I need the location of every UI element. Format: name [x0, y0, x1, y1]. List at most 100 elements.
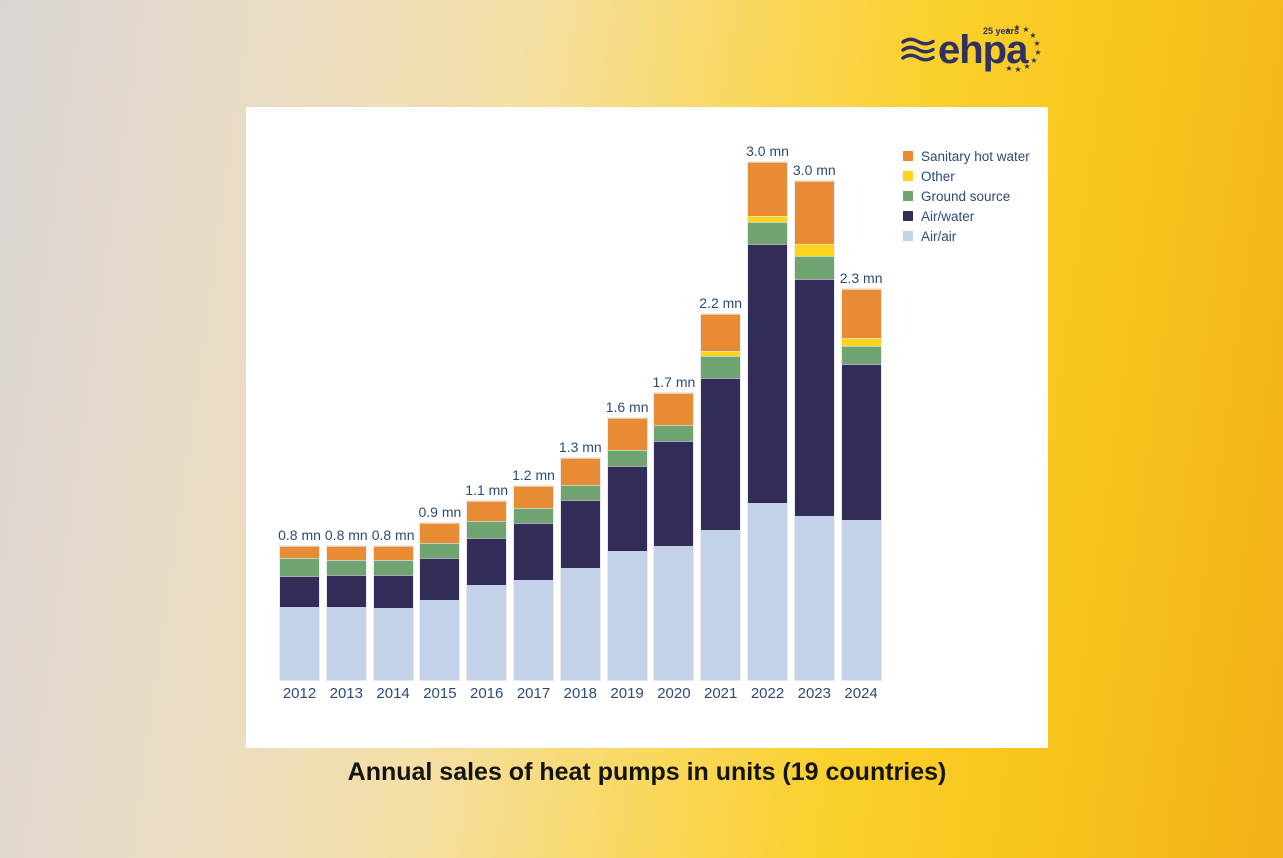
bar-segment-air-air — [794, 516, 834, 680]
bar-column: 1.2 mn 2017 — [512, 467, 555, 702]
legend-label: Ground source — [921, 188, 1011, 204]
svg-text:★: ★ — [1034, 48, 1041, 57]
bar-segment-air-air — [326, 606, 366, 680]
x-axis-label: 2012 — [282, 685, 317, 702]
chart-caption: Annual sales of heat pumps in units (19 … — [347, 758, 947, 786]
stacked-bar — [373, 546, 413, 680]
bar-column: 1.7 mn 2020 — [652, 374, 695, 702]
bar-segment-air-air — [654, 546, 694, 680]
bar-segment-air-air — [280, 606, 319, 680]
legend-swatch — [903, 171, 913, 181]
bar-segment-air-air — [701, 529, 741, 680]
bar-segment-air-water — [748, 244, 787, 503]
bar-segment-sanitary-hot-water — [326, 546, 366, 560]
bar-column: 0.8 mn 2013 — [325, 527, 368, 702]
svg-text:★: ★ — [1030, 56, 1037, 65]
bar-total-label: 1.6 mn — [605, 398, 649, 415]
legend-item: Air/water — [903, 206, 1030, 226]
waves-icon — [901, 37, 935, 62]
bar-total-label: 0.9 mn — [418, 504, 462, 521]
bar-segment-air-air — [748, 502, 787, 680]
svg-text:★: ★ — [1023, 62, 1030, 71]
stacked-bar — [701, 314, 741, 680]
legend-item: Air/air — [903, 226, 1030, 246]
bar-segment-air-water — [794, 279, 834, 517]
bar-segment-sanitary-hot-water — [420, 523, 460, 544]
logo-brand: ehpa — [938, 28, 1028, 72]
stacked-bar — [420, 523, 460, 680]
bar-total-label: 1.7 mn — [652, 373, 696, 390]
stacked-bar — [280, 546, 319, 680]
svg-text:★: ★ — [1005, 64, 1012, 73]
stacked-bar — [794, 180, 834, 680]
bar-segment-ground-source — [420, 543, 460, 559]
bar-segment-ground-source — [654, 424, 694, 442]
bar-column: 2.3 mn 2024 — [840, 270, 883, 702]
bar-segment-ground-source — [514, 508, 553, 524]
bar-segment-ground-source — [280, 558, 319, 577]
stacked-bar — [467, 501, 507, 680]
bar-column: 0.8 mn 2012 — [278, 527, 321, 702]
bar-segment-air-air — [467, 584, 507, 680]
svg-text:★: ★ — [1014, 65, 1021, 74]
bar-segment-sanitary-hot-water — [701, 314, 741, 352]
stacked-bar — [560, 457, 600, 680]
stacked-bar — [654, 392, 694, 680]
bar-segment-air-water — [420, 558, 460, 600]
bar-segment-air-air — [373, 608, 413, 680]
bar-segment-air-water — [654, 441, 694, 547]
bar-segment-air-air — [607, 551, 647, 680]
legend-swatch — [903, 211, 913, 221]
legend-label: Other — [921, 168, 955, 184]
plot-area: 0.8 mn 2012 0.8 mn 2013 0.8 mn 2014 0.9 mn 2015… — [246, 107, 1048, 748]
x-axis-label: 2018 — [563, 685, 597, 702]
legend-label: Air/air — [921, 228, 957, 244]
bar-column: 0.9 mn 2015 — [418, 504, 461, 702]
chart-legend: Sanitary hot water Other Ground source Air/… — [903, 146, 1030, 246]
stacked-bar — [514, 486, 553, 680]
bar-segment-ground-source — [701, 356, 741, 378]
legend-swatch — [903, 151, 913, 161]
x-axis-label: 2016 — [470, 685, 504, 702]
bar-segment-ground-source — [841, 346, 881, 365]
bar-total-label: 0.8 mn — [324, 527, 368, 544]
bar-total-label: 0.8 mn — [371, 527, 415, 544]
x-axis-label: 2024 — [844, 685, 878, 702]
bar-column: 1.6 mn 2019 — [606, 399, 649, 702]
svg-text:★: ★ — [1004, 26, 1011, 35]
x-axis-label: 2023 — [797, 685, 831, 702]
legend-item: Ground source — [903, 186, 1030, 206]
bar-segment-air-water — [280, 576, 319, 607]
svg-text:★: ★ — [1029, 31, 1036, 40]
bar-segment-air-water — [607, 466, 647, 552]
bar-segment-air-air — [514, 579, 553, 680]
bar-segment-ground-source — [467, 521, 507, 539]
bar-segment-air-water — [467, 538, 507, 585]
bar-total-label: 1.1 mn — [465, 482, 509, 499]
stacked-bar — [326, 546, 366, 680]
bar-segment-sanitary-hot-water — [748, 162, 787, 216]
bar-segment-ground-source — [560, 484, 600, 500]
stacked-bar — [607, 417, 647, 680]
ehpa-logo: ehpa 25 years ★ ★ ★ ★ ★ ★ ★ ★ ★ ★ — [901, 20, 1042, 80]
bar-segment-ground-source — [748, 222, 787, 245]
bar-segment-air-water — [701, 377, 741, 530]
bar-segment-air-water — [560, 499, 600, 569]
logo-anniversary: 25 years — [983, 26, 1020, 36]
bar-segment-air-water — [841, 364, 881, 520]
x-axis-label: 2017 — [516, 685, 551, 702]
bar-column: 2.2 mn 2021 — [699, 295, 742, 702]
bar-segment-sanitary-hot-water — [280, 546, 319, 559]
legend-label: Air/water — [921, 208, 975, 224]
bar-segment-air-air — [841, 519, 881, 680]
svg-text:★: ★ — [1013, 23, 1020, 32]
legend-item: Sanitary hot water — [903, 146, 1030, 166]
bar-segment-ground-source — [794, 255, 834, 280]
bar-total-label: 0.8 mn — [278, 527, 321, 544]
bar-segment-sanitary-hot-water — [373, 546, 413, 560]
bar-segment-air-air — [560, 568, 600, 680]
bar-segment-air-air — [420, 599, 460, 680]
bar-segment-air-water — [326, 574, 366, 607]
bar-segment-sanitary-hot-water — [607, 417, 647, 450]
bar-segment-sanitary-hot-water — [467, 501, 507, 522]
